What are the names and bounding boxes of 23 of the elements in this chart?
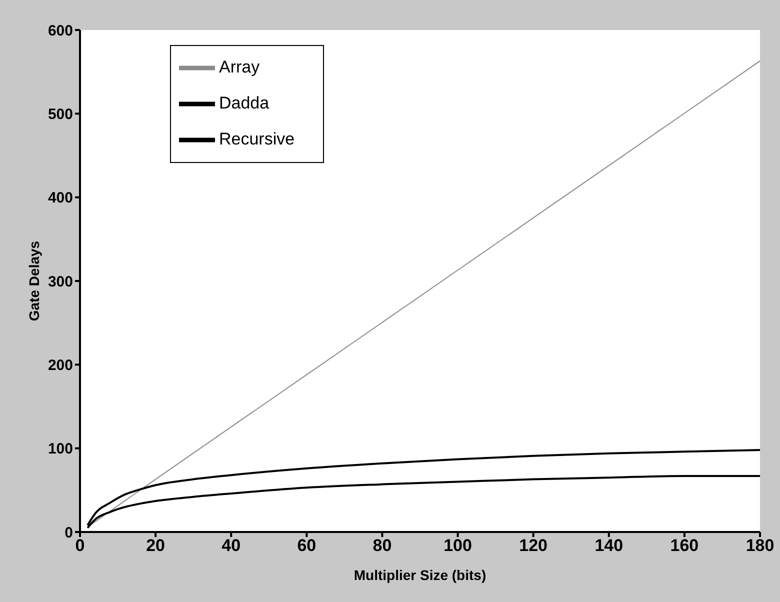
x-tick-label: 140 [594, 536, 624, 556]
y-tick-label: 0 [64, 524, 73, 542]
x-tick-label: 120 [519, 536, 548, 556]
y-tick-label: 400 [48, 190, 73, 207]
y-axis-title: Gate Delays [26, 240, 42, 322]
y-tick-label: 200 [48, 356, 73, 374]
legend-label: Dadda [219, 93, 270, 112]
x-tick-label: 40 [222, 536, 241, 556]
y-tick-label: 100 [48, 440, 73, 458]
x-tick-label: 60 [297, 536, 316, 556]
x-tick-label: 20 [146, 536, 166, 556]
y-tick-label: 300 [48, 273, 73, 290]
x-tick-label: 160 [670, 536, 699, 556]
legend-label: Array [219, 57, 260, 76]
x-tick-label: 0 [75, 536, 85, 556]
x-tick-label: 80 [372, 536, 392, 556]
x-tick-label: 100 [444, 536, 472, 556]
x-axis-title: Multiplier Size (bits) [354, 567, 486, 583]
y-tick-label: 600 [48, 22, 73, 40]
x-tick-label: 180 [746, 536, 774, 556]
y-tick-label: 500 [48, 106, 73, 123]
line-series [86, 449, 760, 526]
legend-label: Recursive [219, 129, 295, 148]
